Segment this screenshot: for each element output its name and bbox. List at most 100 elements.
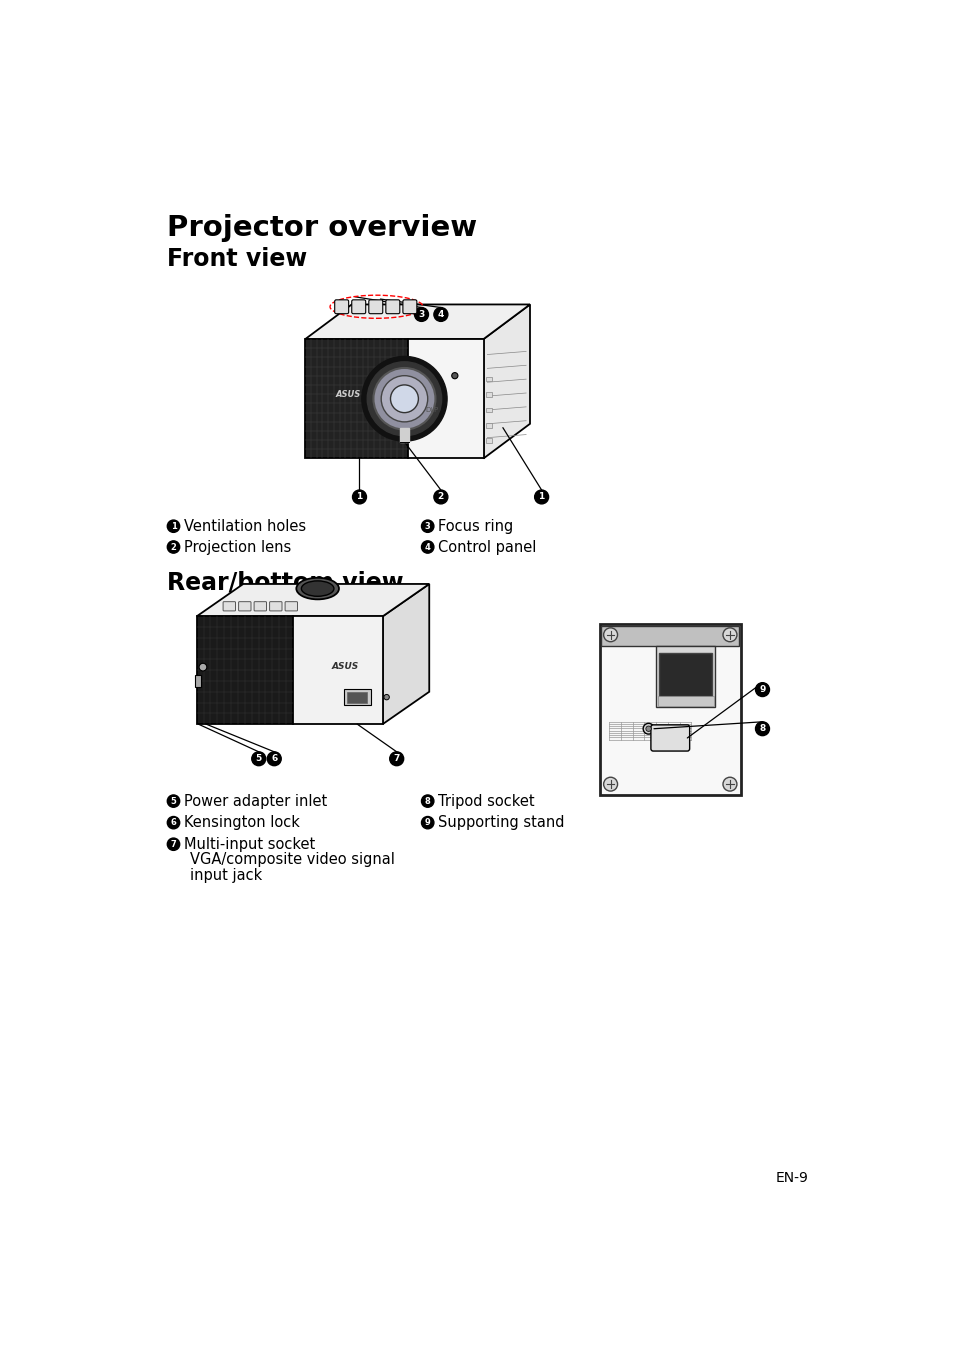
Circle shape (361, 356, 447, 441)
Text: 4: 4 (424, 543, 430, 552)
Bar (485, 377, 492, 382)
Text: Projection lens: Projection lens (183, 540, 291, 555)
Text: 2: 2 (437, 493, 443, 501)
Circle shape (373, 369, 435, 429)
Bar (600, 625, 739, 645)
Bar (485, 408, 492, 412)
Ellipse shape (296, 578, 338, 599)
Bar (485, 393, 492, 397)
Text: 9: 9 (759, 684, 765, 694)
Text: 1: 1 (356, 493, 362, 501)
Circle shape (755, 683, 769, 697)
Text: input jack: input jack (190, 868, 262, 883)
Text: 6: 6 (171, 818, 176, 828)
Text: Power adapter inlet: Power adapter inlet (183, 794, 327, 809)
Circle shape (645, 726, 651, 732)
Circle shape (199, 663, 207, 671)
FancyBboxPatch shape (285, 602, 297, 612)
Circle shape (421, 541, 434, 554)
Circle shape (267, 752, 281, 765)
Circle shape (421, 520, 434, 532)
Text: 1: 1 (171, 521, 176, 531)
Bar (399, 428, 409, 441)
Bar (485, 439, 492, 443)
Circle shape (421, 817, 434, 829)
Text: Tripod socket: Tripod socket (437, 794, 534, 809)
Circle shape (390, 385, 418, 413)
Text: 9: 9 (424, 818, 430, 828)
Polygon shape (382, 585, 429, 724)
Text: Front view: Front view (167, 247, 307, 271)
FancyBboxPatch shape (223, 602, 235, 612)
Circle shape (421, 795, 434, 807)
FancyBboxPatch shape (385, 300, 399, 313)
Text: 1: 1 (537, 493, 544, 501)
FancyBboxPatch shape (402, 300, 416, 313)
Bar (485, 423, 492, 428)
Bar (658, 697, 713, 706)
Text: VGA/composite video signal: VGA/composite video signal (190, 852, 395, 867)
Text: Kensington lock: Kensington lock (183, 815, 299, 830)
Text: 8: 8 (759, 724, 765, 733)
Text: 5: 5 (255, 755, 262, 763)
Circle shape (415, 308, 428, 321)
Circle shape (167, 817, 179, 829)
FancyBboxPatch shape (270, 602, 282, 612)
Text: 5: 5 (171, 796, 176, 806)
Text: 7: 7 (171, 840, 176, 849)
Circle shape (381, 375, 427, 423)
Text: Projector overview: Projector overview (167, 215, 476, 243)
Bar (347, 691, 367, 702)
Text: DLP: DLP (424, 408, 437, 413)
Bar (408, 339, 483, 459)
Circle shape (755, 722, 769, 736)
Circle shape (722, 778, 736, 791)
Bar (195, 675, 201, 687)
Circle shape (367, 362, 441, 436)
Bar (659, 653, 711, 695)
Bar (344, 690, 371, 705)
Text: Focus ring: Focus ring (437, 518, 513, 533)
FancyBboxPatch shape (335, 300, 348, 313)
Circle shape (642, 724, 654, 734)
Text: ASUS: ASUS (332, 662, 358, 671)
Text: Supporting stand: Supporting stand (437, 815, 563, 830)
Circle shape (603, 778, 617, 791)
FancyBboxPatch shape (238, 602, 251, 612)
Text: 8: 8 (424, 796, 430, 806)
Text: Multi-input socket: Multi-input socket (183, 837, 314, 852)
Circle shape (167, 541, 179, 554)
Text: 3: 3 (424, 521, 430, 531)
Bar (599, 624, 740, 795)
Polygon shape (305, 305, 530, 339)
Text: 2: 2 (171, 543, 176, 552)
Circle shape (603, 628, 617, 641)
Circle shape (167, 838, 179, 850)
Text: Rear/bottom view: Rear/bottom view (167, 570, 403, 594)
Text: 3: 3 (418, 310, 424, 319)
Text: 6: 6 (271, 755, 277, 763)
Circle shape (252, 752, 266, 765)
Text: ASUS: ASUS (335, 390, 361, 400)
Polygon shape (196, 585, 429, 617)
Text: Control panel: Control panel (437, 540, 536, 555)
FancyBboxPatch shape (650, 725, 689, 751)
Text: 4: 4 (437, 310, 443, 319)
Circle shape (390, 752, 403, 765)
Circle shape (534, 490, 548, 504)
Bar (196, 617, 293, 724)
Bar (305, 339, 408, 459)
Polygon shape (483, 305, 530, 459)
Circle shape (167, 520, 179, 532)
Text: 7: 7 (393, 755, 399, 763)
FancyBboxPatch shape (253, 602, 266, 612)
Bar (293, 617, 382, 724)
Bar (656, 645, 715, 707)
Circle shape (383, 694, 389, 699)
FancyBboxPatch shape (369, 300, 382, 313)
Circle shape (353, 490, 366, 504)
Circle shape (452, 373, 457, 379)
FancyBboxPatch shape (352, 300, 365, 313)
Circle shape (722, 628, 736, 641)
Text: Ventilation holes: Ventilation holes (183, 518, 305, 533)
